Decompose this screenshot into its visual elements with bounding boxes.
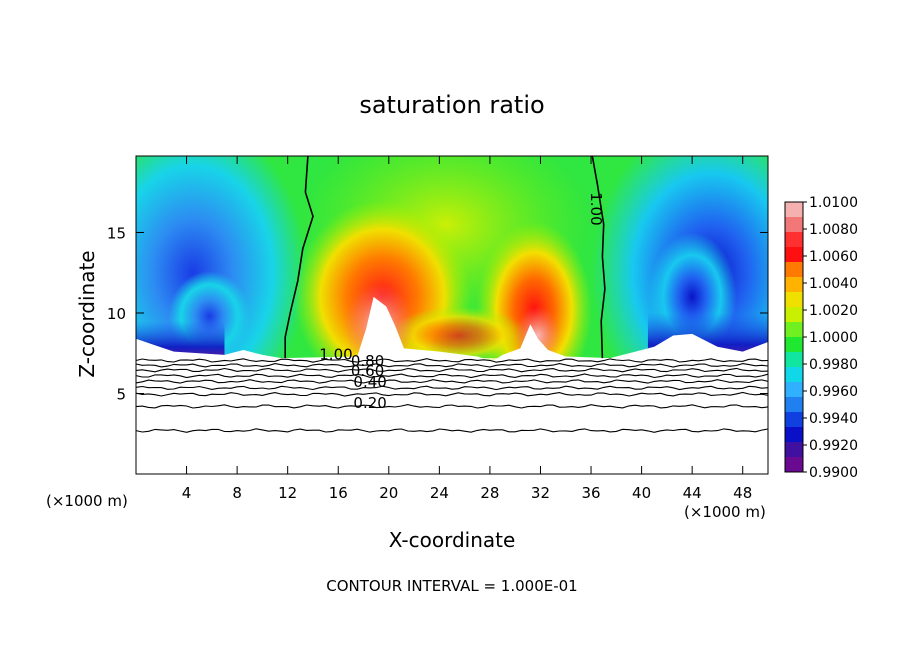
colorbar-label: 0.9940 (809, 411, 858, 427)
contour-interval-note: CONTOUR INTERVAL = 1.000E-01 (326, 577, 577, 595)
saturation-contour-right (591, 155, 606, 359)
colorbar-swatch (785, 427, 803, 443)
colorbar-swatch (785, 262, 803, 278)
contour-line (135, 367, 769, 373)
colorbar-swatch (785, 352, 803, 368)
colorbar-swatch (785, 277, 803, 293)
colorbar-label: 1.0100 (809, 195, 858, 211)
colorbar-swatch (785, 292, 803, 308)
contour-labels: 1.000.800.600.400.201.00 (319, 192, 605, 412)
colorbar-label: 0.9900 (809, 465, 858, 481)
colorbar-swatch (785, 442, 803, 458)
colorbar-label: 0.9980 (809, 357, 858, 373)
contour-label: 0.80 (351, 352, 384, 370)
colorbar-label: 1.0080 (809, 222, 858, 238)
x-tick-label: 24 (430, 484, 449, 502)
colorbar-label: 0.9920 (809, 438, 858, 454)
mid-warm-band (388, 306, 528, 365)
y-tick-label: 15 (107, 224, 126, 242)
y-axis-label: Z-coordinate (75, 250, 99, 377)
colorbar-label: 1.0040 (809, 276, 858, 292)
x-unit-label-right: (×1000 m) (684, 503, 766, 521)
colorbar-swatch (785, 367, 803, 383)
colorbar-swatch (785, 412, 803, 428)
contour-label: 0.20 (353, 394, 386, 412)
x-tick-label: 16 (329, 484, 348, 502)
contour-line (135, 404, 769, 409)
colorbar-swatch (785, 457, 803, 473)
contour-line (135, 373, 769, 379)
contour-line (135, 391, 769, 397)
colorbar-label: 1.0000 (809, 330, 858, 346)
colorbar-swatch (785, 397, 803, 413)
saturation-field (136, 156, 768, 474)
y-axis-ticks: 5 10 15 (107, 224, 768, 403)
x-tick-label: 12 (278, 484, 297, 502)
y-tick-label: 5 (116, 385, 126, 403)
x-axis-ticks: 4 8 12 16 20 24 28 32 36 40 44 48 (182, 156, 752, 502)
colorbar-swatch (785, 307, 803, 323)
x-axis-label: X-coordinate (389, 528, 516, 552)
x-tick-label: 28 (480, 484, 499, 502)
x-tick-label: 36 (581, 484, 600, 502)
colorbar: 1.0100 1.0080 1.0060 1.0040 1.0020 1.0000 0.99… (784, 195, 858, 481)
colorbar-swatch (785, 322, 803, 338)
contour-line (135, 358, 769, 363)
contour-line (135, 363, 769, 368)
colorbar-swatch (785, 247, 803, 263)
contour-line (135, 428, 769, 433)
colorbar-swatch (785, 217, 803, 233)
colorbar-label: 0.9960 (809, 384, 858, 400)
contour-line (135, 385, 769, 391)
y-tick-label: 10 (107, 305, 126, 323)
x-tick-label: 20 (379, 484, 398, 502)
contour-line (135, 379, 769, 384)
x-tick-label: 32 (531, 484, 550, 502)
colorbar-label: 1.0060 (809, 249, 858, 265)
colorbar-swatch (785, 232, 803, 248)
contour-label: 1.00 (319, 346, 352, 364)
x-unit-label-left: (×1000 m) (46, 492, 128, 510)
colorbar-swatch (785, 337, 803, 353)
chart-title: saturation ratio (359, 91, 544, 119)
saturation-contour-left (284, 155, 314, 359)
colorbar-swatch (785, 382, 803, 398)
contour-label: 0.60 (351, 362, 384, 380)
colorbar-swatch (785, 202, 803, 218)
x-tick-label: 8 (232, 484, 242, 502)
contour-label: 0.40 (353, 373, 386, 391)
x-tick-label: 48 (733, 484, 752, 502)
contour-lines (135, 155, 769, 433)
plot-frame (135, 155, 769, 475)
x-tick-label: 4 (182, 484, 192, 502)
x-tick-label: 40 (632, 484, 651, 502)
contour-label: 1.00 (587, 192, 605, 225)
x-tick-label: 44 (683, 484, 702, 502)
colorbar-label: 1.0020 (809, 303, 858, 319)
